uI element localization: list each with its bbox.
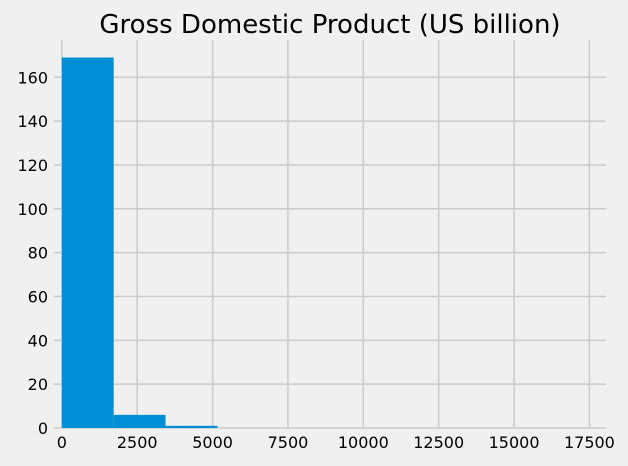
x-tick-label-17500: 17500 xyxy=(564,433,615,452)
histogram-bars xyxy=(61,57,218,429)
y-tick-label-60: 60 xyxy=(28,287,48,306)
x-tick-label-7500: 7500 xyxy=(268,433,309,452)
chart-title: Gross Domestic Product (US billion) xyxy=(99,10,560,40)
x-tick-label-2500: 2500 xyxy=(117,433,158,452)
y-tick-label-100: 100 xyxy=(17,200,48,219)
y-tick-label-20: 20 xyxy=(28,375,48,394)
y-tick-label-140: 140 xyxy=(17,112,48,131)
y-tick-label-80: 80 xyxy=(28,244,48,263)
x-tick-label-15000: 15000 xyxy=(489,433,540,452)
y-axis-tick-labels: 0 20 40 60 80 100 120 140 160 xyxy=(17,68,48,438)
y-tick-label-0: 0 xyxy=(38,419,48,438)
histogram-bar-2 xyxy=(165,425,218,428)
y-tick-label-120: 120 xyxy=(17,156,48,175)
histogram-bar-1 xyxy=(113,414,166,428)
y-tick-label-160: 160 xyxy=(17,68,48,87)
y-tick-label-40: 40 xyxy=(28,331,48,350)
x-tick-label-5000: 5000 xyxy=(192,433,233,452)
x-tick-label-0: 0 xyxy=(57,433,67,452)
x-tick-label-10000: 10000 xyxy=(338,433,389,452)
x-tick-label-12500: 12500 xyxy=(413,433,464,452)
x-axis-tick-labels: 0 2500 5000 7500 10000 12500 15000 17500 xyxy=(57,433,615,452)
histogram-bar-0 xyxy=(61,57,114,429)
